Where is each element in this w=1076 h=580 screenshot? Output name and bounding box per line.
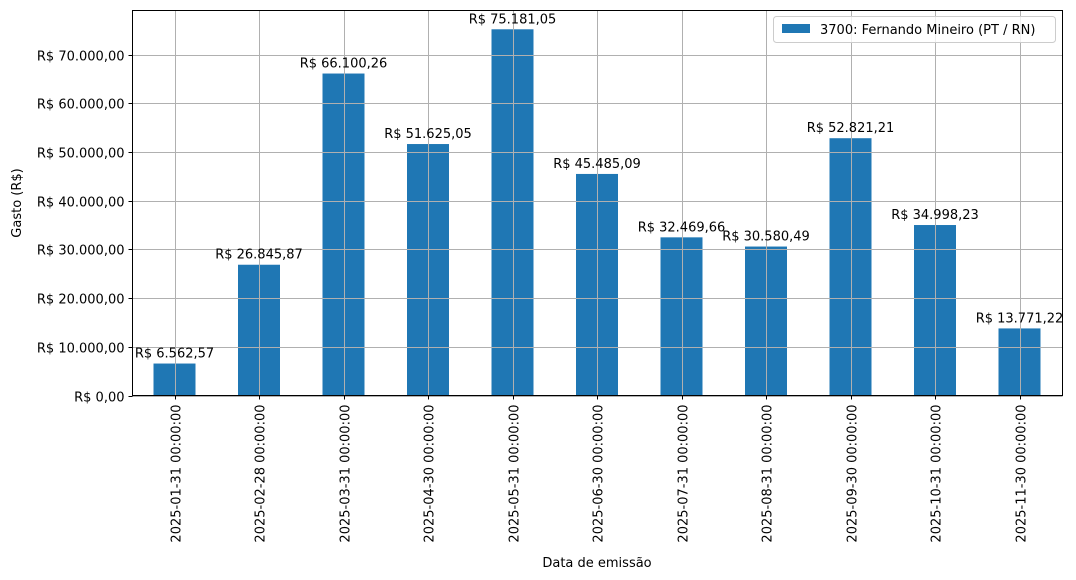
y-tick-label: R$ 10.000,00 bbox=[37, 342, 125, 357]
bar-value-label: R$ 52.821,21 bbox=[807, 121, 895, 136]
x-tick-label: 2025-11-30 00:00:00 bbox=[1015, 405, 1030, 543]
bar-value-label: R$ 51.625,05 bbox=[384, 127, 472, 142]
bar-value-label: R$ 45.485,09 bbox=[553, 157, 641, 172]
x-tick-label: 2025-03-31 00:00:00 bbox=[339, 405, 354, 543]
bar-value-label: R$ 6.562,57 bbox=[135, 347, 214, 362]
bar-value-label: R$ 30.580,49 bbox=[722, 230, 810, 245]
y-axis-label: Gasto (R$) bbox=[10, 168, 25, 237]
bar bbox=[998, 328, 1041, 396]
y-tick-label: R$ 50.000,00 bbox=[37, 147, 125, 162]
x-axis-label: Data de emissão bbox=[542, 556, 651, 571]
y-tick-label: R$ 20.000,00 bbox=[37, 293, 125, 308]
legend-swatch bbox=[782, 24, 810, 33]
x-tick-label: 2025-01-31 00:00:00 bbox=[170, 405, 185, 543]
y-tick-label: R$ 40.000,00 bbox=[37, 196, 125, 211]
y-axis: R$ 0,00 R$ 10.000,00 R$ 20.000,00 R$ 30.000… bbox=[37, 50, 133, 406]
bar-value-label: R$ 32.469,66 bbox=[638, 220, 726, 235]
y-tick-label: R$ 0,00 bbox=[74, 391, 124, 406]
x-axis: 2025-01-31 00:00:00 2025-02-28 00:00:00 20… bbox=[170, 395, 1030, 543]
legend: 3700: Fernando Mineiro (PT / RN) bbox=[773, 16, 1056, 43]
bar bbox=[153, 363, 196, 396]
x-tick-label: 2025-08-31 00:00:00 bbox=[761, 405, 776, 543]
x-tick-label: 2025-04-30 00:00:00 bbox=[423, 405, 438, 543]
y-tick-label: R$ 70.000,00 bbox=[37, 50, 125, 65]
y-tick-label: R$ 30.000,00 bbox=[37, 244, 125, 259]
bar-value-label: R$ 26.845,87 bbox=[215, 248, 303, 263]
bar bbox=[660, 237, 703, 396]
x-tick-label: 2025-09-30 00:00:00 bbox=[846, 405, 861, 543]
bar-value-labels: R$ 6.562,57 R$ 26.845,87 R$ 66.100,26 R$ 51… bbox=[135, 12, 1063, 361]
bar bbox=[491, 29, 534, 396]
bar-value-label: R$ 13.771,22 bbox=[976, 311, 1064, 326]
y-tick-label: R$ 60.000,00 bbox=[37, 98, 125, 113]
bar-value-label: R$ 66.100,26 bbox=[300, 57, 388, 72]
bar-value-label: R$ 34.998,23 bbox=[891, 208, 979, 223]
x-tick-label: 2025-02-28 00:00:00 bbox=[254, 405, 269, 543]
bar-value-label: R$ 75.181,05 bbox=[469, 12, 557, 27]
x-tick-label: 2025-10-31 00:00:00 bbox=[930, 405, 945, 543]
x-tick-label: 2025-05-31 00:00:00 bbox=[508, 405, 523, 543]
bar bbox=[829, 138, 872, 396]
x-tick-label: 2025-06-30 00:00:00 bbox=[592, 405, 607, 543]
bar bbox=[322, 73, 365, 396]
legend-box bbox=[773, 16, 1056, 43]
x-tick-label: 2025-07-31 00:00:00 bbox=[677, 405, 692, 543]
legend-entry-label: 3700: Fernando Mineiro (PT / RN) bbox=[820, 23, 1035, 38]
